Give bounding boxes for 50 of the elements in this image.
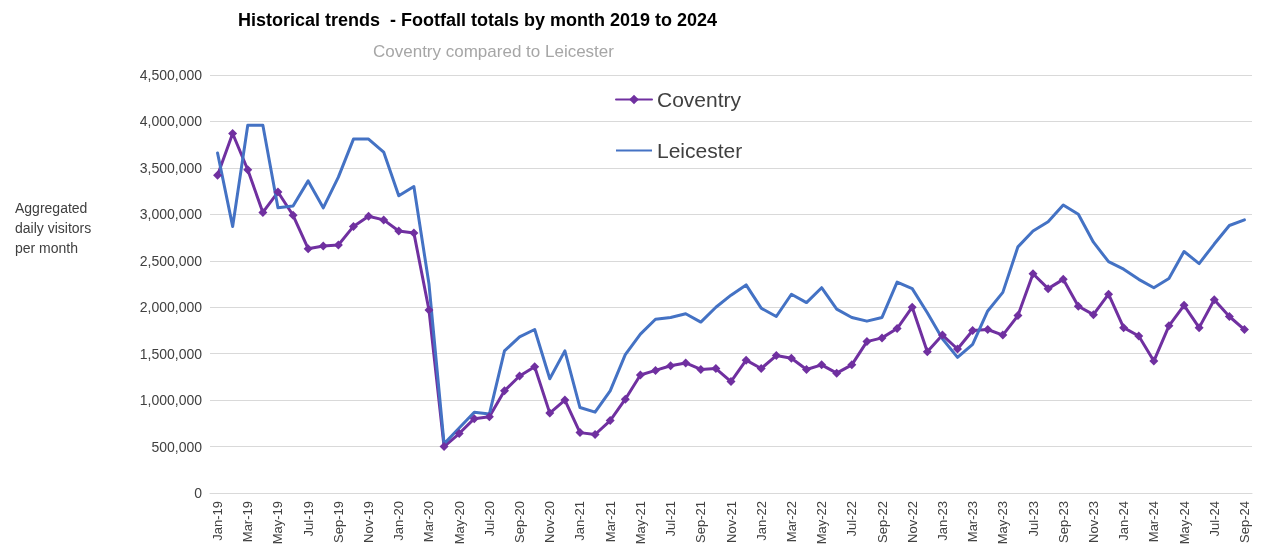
y-tick-label: 1,000,000 <box>139 392 203 409</box>
y-tick-label: 1,500,000 <box>139 345 203 362</box>
x-tick-label: Sep-24 <box>1236 501 1252 543</box>
y-tick-label: 3,000,000 <box>139 206 203 223</box>
x-tick-label: Mar-19 <box>240 501 256 543</box>
x-tick-label: Jul-20 <box>481 501 497 537</box>
x-tick-label: Jan-23 <box>934 501 950 541</box>
x-tick-label: May-22 <box>814 501 830 545</box>
x-tick-label: Jan-22 <box>753 501 769 541</box>
chart-title: Historical trends - Footfall totals by month 2019 to 2024 <box>238 10 718 30</box>
chart-subtitle: Coventry compared to Leicester <box>373 42 615 61</box>
x-tick-label: Mar-24 <box>1146 501 1162 543</box>
x-tick-label: Mar-20 <box>421 501 437 543</box>
x-tick-label: Mar-22 <box>783 501 799 543</box>
y-tick-label: 4,000,000 <box>139 113 203 130</box>
y-axis-title: Aggregated daily visitors per month <box>15 200 96 256</box>
x-tick-label: Jan-19 <box>210 501 226 541</box>
x-tick-label: May-24 <box>1176 501 1192 545</box>
x-tick-label: Jul-19 <box>300 501 316 537</box>
x-tick-label: Jul-22 <box>844 501 860 537</box>
x-tick-label: Jul-24 <box>1206 501 1222 537</box>
legend-label: Coventry <box>657 88 742 111</box>
x-tick-label: Jul-21 <box>663 501 679 537</box>
x-tick-label: Jan-24 <box>1116 501 1132 541</box>
y-tick-label: 4,500,000 <box>139 67 203 83</box>
x-tick-label: Sep-22 <box>874 501 890 543</box>
x-tick-label: Mar-23 <box>965 501 981 543</box>
x-tick-label: Jan-21 <box>572 501 588 541</box>
x-tick-label: Nov-22 <box>904 501 920 543</box>
x-tick-label: Jul-23 <box>1025 501 1041 537</box>
y-tick-label: 2,000,000 <box>139 299 203 316</box>
y-tick-label: 500,000 <box>151 438 203 455</box>
x-tick-label: Sep-23 <box>1055 501 1071 543</box>
x-tick-label: May-23 <box>995 501 1011 545</box>
x-tick-label: Nov-21 <box>723 501 739 543</box>
x-tick-label: May-19 <box>270 501 286 545</box>
x-tick-label: Sep-19 <box>330 501 346 543</box>
x-tick-label: May-21 <box>632 501 648 545</box>
x-tick-label: Nov-19 <box>361 501 377 543</box>
x-tick-label: Nov-20 <box>542 501 558 543</box>
y-tick-label: 2,500,000 <box>139 252 203 269</box>
x-tick-label: May-20 <box>451 501 467 545</box>
x-tick-label: Nov-23 <box>1085 501 1101 543</box>
x-tick-label: Jan-20 <box>391 501 407 541</box>
y-tick-label: 0 <box>194 485 203 501</box>
legend-label: Leicester <box>657 139 743 162</box>
x-tick-label: Sep-20 <box>512 501 528 543</box>
x-tick-label: Mar-21 <box>602 501 618 543</box>
y-tick-label: 3,500,000 <box>139 159 203 176</box>
x-tick-label: Sep-21 <box>693 501 709 543</box>
